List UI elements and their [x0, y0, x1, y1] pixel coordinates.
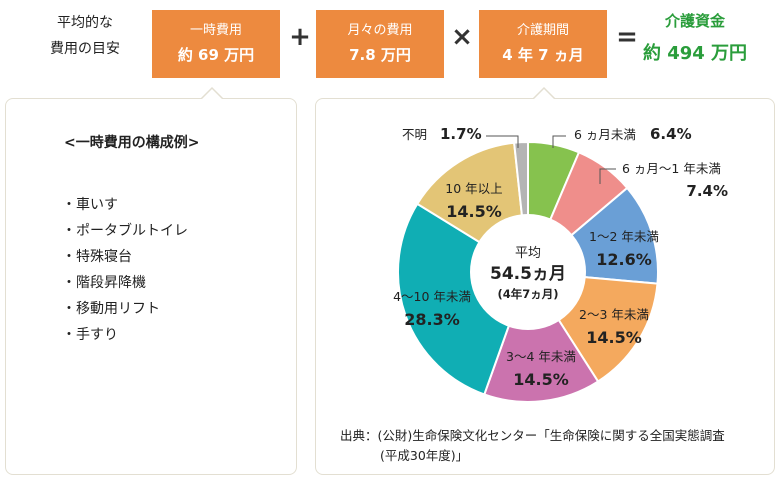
pie-slice-3y-4y	[483, 269, 600, 403]
list-item: ・階段昇降機	[62, 275, 146, 291]
slice-label-2y-3y: 2〜3 年未満	[579, 307, 649, 322]
slice-label-1y-2y: 1〜2 年未満	[589, 229, 659, 244]
slice-value-3y-4y: 14.5%	[513, 370, 569, 389]
care-period-panel-pointer	[530, 86, 560, 102]
slice-value-6m-1y: 7.4%	[686, 182, 728, 200]
slice-label-10y-plus: 10 年以上	[445, 181, 502, 196]
one-time-cost-breakdown-title: <一時費用の構成例>	[64, 135, 200, 151]
one-time-cost-title: 一時費用	[189, 23, 242, 38]
one-time-cost-panel	[5, 98, 297, 475]
slice-value-2y-3y: 14.5%	[586, 328, 642, 347]
slice-label-4y-10y: 4〜10 年未満	[393, 289, 471, 304]
care-fund-result: 介護資金 約 494 万円	[640, 10, 750, 68]
center-label-line1: 平均	[515, 246, 541, 261]
care-period-value: 4 年 7 ヵ月	[502, 46, 584, 64]
one-time-cost-box: 一時費用 約 69 万円	[152, 10, 280, 78]
center-label-line3: (4年7ヵ月)	[497, 287, 558, 301]
center-label-line2: 54.5ヵ月	[490, 264, 566, 284]
source-line1: 出典：(公財)生命保険文化センター「生命保険に関する全国実態調査	[340, 428, 725, 443]
pie-slice-4y-10y	[397, 202, 530, 396]
list-item: ・手すり	[62, 327, 118, 343]
slice-value-under-6m: 6.4%	[650, 125, 692, 143]
list-item: ・特殊寝台	[62, 249, 132, 265]
one-time-cost-value: 約 69 万円	[177, 46, 255, 64]
slice-value-10y-plus: 14.5%	[446, 202, 502, 221]
slice-value-1y-2y: 12.6%	[596, 250, 652, 269]
care-period-title: 介護期間	[516, 23, 569, 38]
plus-sign: +	[289, 22, 311, 52]
care-fund-value: 約 494 万円	[642, 43, 748, 64]
slice-label-6m-1y: 6 ヵ月〜1 年未満	[622, 161, 721, 176]
slice-value-4y-10y: 28.3%	[404, 310, 460, 329]
equals-sign: =	[616, 22, 638, 52]
header-label-line2: 費用の目安	[50, 41, 120, 57]
source-note: 出典：(公財)生命保険文化センター「生命保険に関する全国実態調査 (平成30年度…	[340, 426, 770, 466]
monthly-cost-value: 7.8 万円	[349, 46, 411, 64]
list-item: ・ポータブルトイレ	[62, 223, 188, 239]
one-time-panel-pointer	[198, 86, 228, 102]
list-item: ・車いす	[62, 197, 118, 213]
monthly-cost-box: 月々の費用 7.8 万円	[316, 10, 444, 78]
one-time-cost-list: ・車いす ・ポータブルトイレ ・特殊寝台 ・階段昇降機 ・移動用リフト ・手すり	[62, 192, 188, 348]
header-label-line1: 平均的な	[57, 15, 113, 31]
header-label: 平均的な 費用の目安	[30, 10, 140, 62]
slice-value-unknown: 1.7%	[440, 125, 482, 143]
care-fund-title: 介護資金	[664, 12, 725, 30]
donut-hole	[470, 214, 586, 330]
slice-label-unknown: 不明	[402, 127, 427, 142]
source-line2: (平成30年度)」	[380, 448, 469, 463]
leader-line-6m-1y	[599, 168, 616, 184]
care-period-box: 介護期間 4 年 7 ヵ月	[479, 10, 607, 78]
list-item: ・移動用リフト	[62, 301, 160, 317]
slice-label-3y-4y: 3〜4 年未満	[506, 349, 576, 364]
leader-line-under-6m	[552, 135, 566, 148]
slice-label-under-6m: 6 ヵ月未満	[574, 127, 636, 142]
monthly-cost-title: 月々の費用	[347, 23, 413, 38]
leader-line-unknown	[486, 135, 519, 148]
times-sign: ×	[451, 22, 473, 52]
